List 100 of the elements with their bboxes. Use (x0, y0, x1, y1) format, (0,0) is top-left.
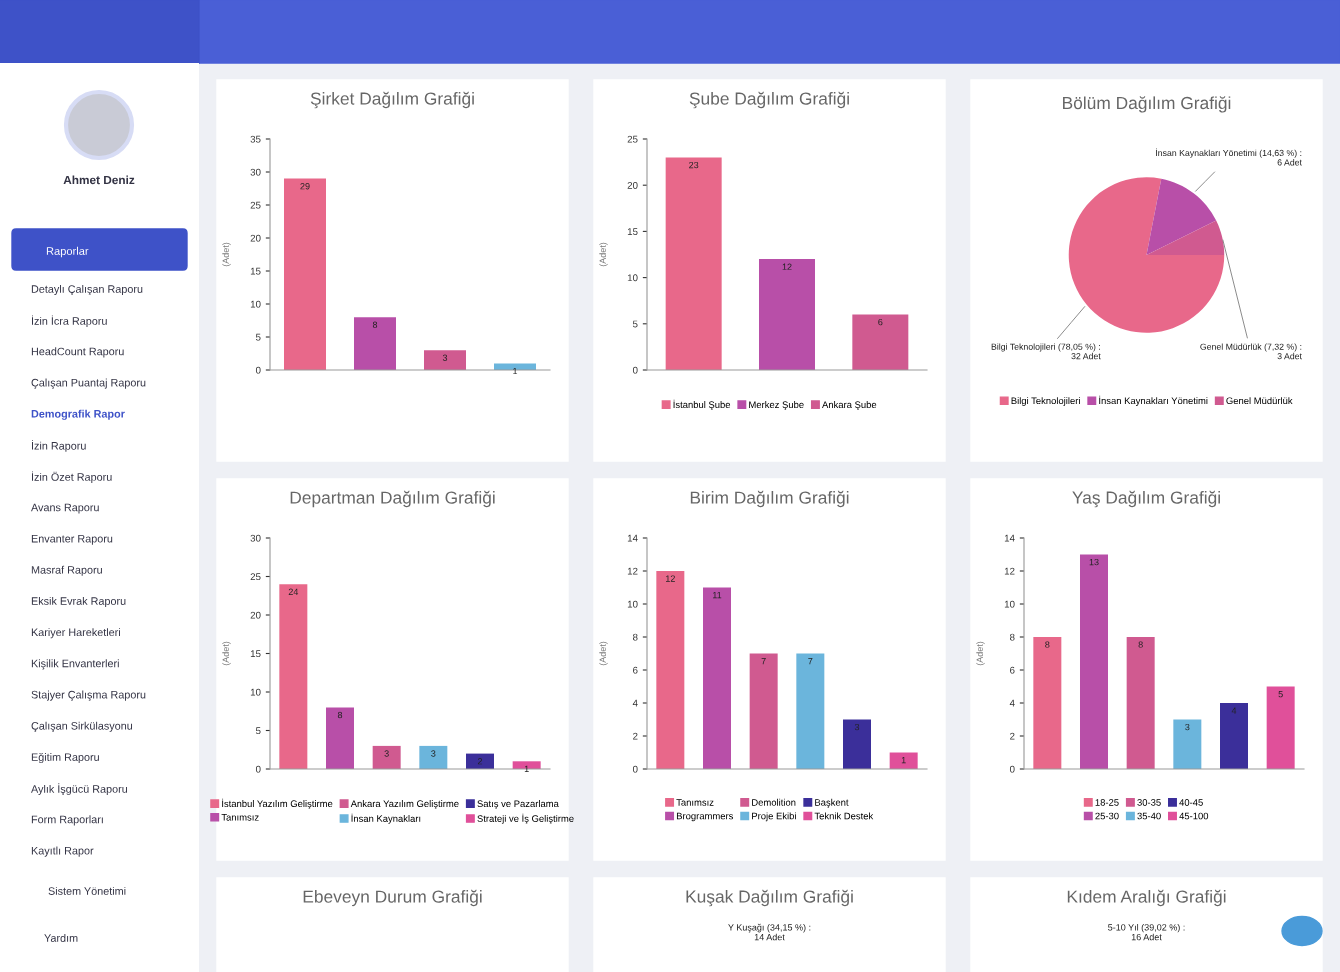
y-tick-label: 10 (627, 274, 638, 282)
text: Y Kuşağı (34,15 %) : 14 Adet (728, 923, 811, 941)
y-tick-label: 15 (250, 267, 261, 275)
legend-label: 40-45 (1179, 799, 1203, 806)
data-label: 7 (808, 658, 813, 665)
text: Stajyer Çalışma Raporu (31, 690, 146, 701)
y-tick-label: 25 (627, 135, 638, 143)
chart-title: Şube Dağılım Grafiği (689, 91, 849, 109)
text: Detaylı Çalışan Raporu (31, 284, 143, 296)
legend-label: Ankara Yazılım Geliştirme (350, 800, 459, 809)
legend-label: Başkent (815, 798, 849, 808)
data-label: İnsan Kaynakları Yönetimi (14,63 %) : 6 Adet (1156, 148, 1302, 166)
text: Eksik Evrak Raporu (31, 596, 126, 608)
legend-label: Merkez Şube (749, 401, 804, 410)
legend-label: İstanbul Şube (673, 399, 731, 410)
legend-label: İnsan Kaynakları (351, 813, 421, 824)
y-tick-label: 5 (632, 320, 638, 328)
data-label: 2 (477, 758, 483, 765)
y-tick-label: 0 (255, 765, 261, 773)
y-tick-label: 10 (627, 600, 638, 608)
y-tick-label: 20 (250, 234, 261, 242)
bar (284, 178, 326, 370)
text: Envanter Raporu (31, 534, 113, 545)
text: Avans Raporu (31, 503, 99, 514)
text: Form Raporları (31, 815, 103, 826)
y-tick-label: 12 (627, 567, 638, 575)
y-tick-label: 30 (250, 534, 261, 542)
legend-label: Tanımsız (676, 799, 714, 806)
text: Çalışan Puantaj Raporu (31, 378, 146, 389)
text: Kayıtlı Rapor (31, 846, 94, 857)
bar (424, 350, 466, 370)
data-label: 7 (761, 658, 766, 665)
text: İzin Özet Raporu (32, 471, 112, 484)
text: Kuşak Dağılım Grafiği (686, 889, 853, 907)
legend-label: Genel Müdürlük (1226, 397, 1293, 405)
chart-title: Şirket Dağılım Grafiği (310, 91, 474, 109)
data-label: 8 (337, 711, 343, 719)
y-axis-title: (Adet) (222, 242, 231, 267)
text: Çalışan Sirkülasyonu (31, 721, 133, 732)
text: Masraf Raporu (31, 565, 102, 576)
legend-label: İnsan Kaynakları Yönetimi (1099, 395, 1208, 406)
text: 5-10 Yıl (39,02 %) : 16 Adet (1108, 923, 1185, 941)
text: Sistem Yönetimi (48, 886, 126, 895)
legend-label: Strateji ve İş Geliştirme (477, 813, 574, 824)
chart-title: Birim Dağılım Grafiği (690, 490, 849, 508)
y-tick-label: 2 (1010, 732, 1015, 740)
data-label: 1 (524, 765, 529, 773)
y-tick-label: 6 (1010, 666, 1015, 674)
text: Kıdem Aralığı Grafiği (1067, 889, 1226, 907)
legend-label: Satış ve Pazarlama (477, 800, 559, 809)
pie-slice (1068, 177, 1225, 333)
bar (494, 363, 536, 370)
legend-label: Proje Ekibi (752, 812, 796, 822)
data-label: 12 (782, 263, 792, 270)
pie-slice (1146, 178, 1217, 255)
chart-title: Bölüm Dağılım Grafiği (1063, 96, 1231, 113)
y-tick-label: 6 (633, 666, 638, 674)
y-tick-label: 25 (250, 201, 261, 209)
text: Raporlar (46, 246, 89, 258)
text: İzin İcra Raporu (32, 315, 107, 328)
data-label: Bilgi Teknolojileri (78,05 %) : 32 Adet (991, 343, 1101, 360)
legend-label: Bilgi Teknolojileri (1011, 397, 1080, 406)
legend-label: 35-40 (1137, 812, 1161, 820)
y-tick-label: 0 (1009, 765, 1015, 773)
chart-title: Departman Dağılım Grafiği (290, 490, 495, 508)
y-axis-title: (Adet) (976, 641, 985, 666)
data-label: 29 (300, 183, 310, 190)
data-label: 11 (713, 592, 722, 599)
legend-label: Brogrammers (676, 812, 734, 822)
y-tick-label: 4 (1009, 699, 1015, 707)
y-tick-label: 10 (250, 300, 261, 308)
y-tick-label: 8 (632, 633, 638, 641)
text: Kişilik Envanterleri (31, 659, 119, 670)
y-tick-label: 0 (255, 366, 261, 374)
data-label: 13 (1089, 558, 1099, 566)
data-label: 23 (689, 161, 699, 169)
pie-slice (1146, 220, 1225, 255)
text: HeadCount Raporu (31, 347, 124, 358)
y-tick-label: 5 (255, 333, 261, 341)
legend-label: Ankara Şube (822, 401, 877, 410)
text: Ahmet Deniz (63, 175, 135, 185)
data-label: 3 (431, 750, 436, 757)
data-label: 3 (384, 750, 389, 757)
y-tick-label: 0 (632, 366, 638, 374)
data-label: 8 (372, 321, 378, 328)
y-tick-label: 35 (250, 135, 261, 143)
legend-label: 45-100 (1179, 812, 1209, 820)
y-tick-label: 8 (1009, 633, 1015, 641)
data-label: 5 (1278, 691, 1283, 698)
data-label: 8 (1045, 641, 1050, 648)
text: Ebeveyn Durum Grafiği (303, 889, 482, 907)
y-axis-title: (Adet) (222, 641, 231, 666)
y-tick-label: 15 (250, 650, 261, 658)
y-tick-label: 4 (632, 699, 638, 707)
y-tick-label: 20 (627, 181, 638, 189)
text: Demografik Rapor (31, 409, 125, 420)
data-label: 3 (1185, 723, 1190, 731)
text: İzin Raporu (32, 440, 86, 452)
y-tick-label: 5 (255, 727, 261, 735)
y-tick-label: 10 (250, 688, 261, 696)
